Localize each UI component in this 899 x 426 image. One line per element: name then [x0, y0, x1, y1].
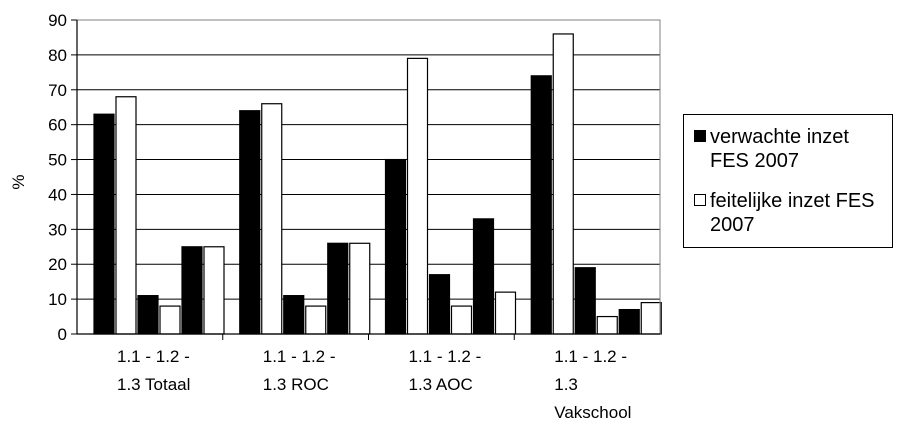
bar-feitelijke	[349, 242, 371, 335]
y-tick-labels: 0 10 20 30 40 50 60 70 80 90	[48, 11, 67, 344]
x-category-label: 1.3 ROC	[263, 375, 329, 394]
gridlines	[77, 54, 660, 300]
bar-feitelijke	[450, 305, 473, 335]
legend-item-verwachte: verwachte inzet FES 2007	[694, 125, 890, 173]
bar-feitelijke	[596, 315, 618, 335]
legend: verwachte inzet FES 2007 feitelijke inze…	[683, 114, 893, 248]
bar-verwachte	[574, 267, 596, 335]
y-tick-label: 20	[48, 255, 67, 274]
x-category-label: 1.3 AOC	[409, 375, 473, 394]
bar-feitelijke	[159, 305, 181, 335]
y-tick-label: 30	[48, 220, 67, 239]
x-category-label: Vakschool	[554, 403, 631, 422]
y-tick-label: 0	[58, 325, 67, 344]
x-category-label: 1.3	[554, 375, 578, 394]
y-tick-label: 50	[48, 151, 67, 170]
bar-verwachte	[618, 308, 640, 335]
bar-verwachte	[428, 274, 451, 335]
bar-verwachte	[137, 295, 159, 335]
bar-verwachte	[283, 295, 305, 335]
legend-item-feitelijke: feitelijke inzet FES 2007	[694, 189, 890, 237]
legend-swatch-black	[694, 130, 706, 142]
bar-feitelijke	[305, 305, 327, 335]
legend-swatch-white	[694, 194, 706, 206]
bar-feitelijke	[494, 291, 517, 335]
x-category-label: 1.3 Totaal	[117, 375, 190, 394]
bar-feitelijke	[203, 246, 225, 335]
x-category-labels: 1.1 - 1.2 - 1.3 Totaal 1.1 - 1.2 - 1.3 ROC 1…	[117, 347, 631, 422]
bar-verwachte	[239, 110, 261, 335]
bar-feitelijke	[552, 33, 574, 335]
y-tick-label: 40	[48, 185, 67, 204]
y-tick-label: 10	[48, 290, 67, 309]
bar-verwachte	[384, 158, 407, 335]
bar-feitelijke	[115, 96, 137, 335]
y-tick-label: 80	[48, 46, 67, 65]
y-tick-label: 70	[48, 81, 67, 100]
bar-feitelijke	[640, 302, 662, 335]
bar-verwachte	[327, 242, 349, 335]
legend-label: verwachte inzet FES 2007	[710, 126, 849, 172]
legend-label: feitelijke inzet FES 2007	[710, 190, 875, 236]
bar-verwachte	[530, 75, 552, 335]
bar-verwachte	[472, 218, 495, 335]
x-category-label: 1.1 - 1.2 -	[117, 347, 190, 366]
bar-verwachte	[181, 246, 203, 335]
bars	[93, 33, 662, 335]
bar-feitelijke	[261, 103, 283, 335]
bar-feitelijke	[406, 57, 429, 335]
y-tick-label: 90	[48, 11, 67, 30]
x-category-label: 1.1 - 1.2 -	[263, 347, 336, 366]
x-category-label: 1.1 - 1.2 -	[554, 347, 627, 366]
x-category-label: 1.1 - 1.2 -	[409, 347, 482, 366]
y-axis-label: %	[9, 174, 28, 189]
y-tick-label: 60	[48, 116, 67, 135]
bar-verwachte	[93, 113, 115, 335]
axes	[71, 19, 661, 340]
